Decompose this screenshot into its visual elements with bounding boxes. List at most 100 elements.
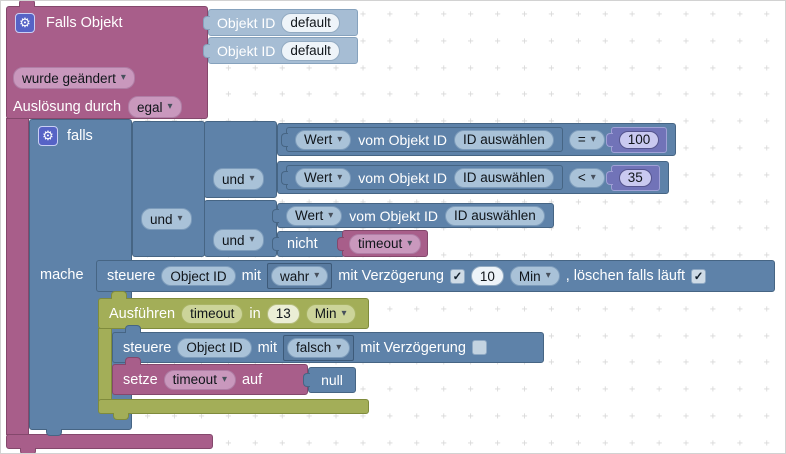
get-value-block-2[interactable]: Wert ▾ vom Objekt ID ID auswählen <box>281 165 563 190</box>
clear-running-label: , löschen falls läuft <box>565 268 686 284</box>
exec-name-field[interactable]: timeout <box>181 303 244 324</box>
object-id-field[interactable]: default <box>281 12 340 33</box>
connector-tab <box>272 208 279 223</box>
connector-tab <box>337 236 344 251</box>
value-type: Wert <box>295 208 324 223</box>
exec-block-header[interactable]: Ausführen timeout in 13 Min ▾ <box>98 291 369 329</box>
mutator-gear-icon[interactable]: ⚙ <box>38 126 58 146</box>
trigger-title: Falls Objekt <box>46 15 123 31</box>
value-socket: falsch ▾ <box>283 334 355 361</box>
and-block-outer[interactable]: und ▾ <box>132 121 205 257</box>
dropdown-arrow-icon: ▾ <box>221 373 227 385</box>
timeout-variable-block[interactable]: timeout ▾ <box>337 230 429 257</box>
and-block-2[interactable]: und ▾ <box>204 200 277 257</box>
dropdown-arrow-icon: ▾ <box>341 307 347 319</box>
number-field[interactable]: 35 <box>618 168 652 187</box>
exec-block-spine[interactable] <box>98 328 112 401</box>
compare-block-2[interactable]: Wert ▾ vom Objekt ID ID auswählen < ▾ 35 <box>277 161 669 194</box>
connector-tab <box>203 43 210 58</box>
control-block-false[interactable]: steuere Object ID mit falsch ▾ mit Verzö… <box>112 325 544 363</box>
check-icon: ✓ <box>452 271 463 283</box>
trigger-block-spine[interactable] <box>6 118 29 435</box>
trigger-block-bottom[interactable] <box>6 434 213 453</box>
delay-value-field[interactable]: 10 <box>470 266 504 286</box>
number-field[interactable]: 100 <box>618 130 660 149</box>
number-block[interactable]: 35 <box>605 164 660 191</box>
exec-delay-field[interactable]: 13 <box>266 303 300 324</box>
unit-dropdown[interactable]: Min ▾ <box>305 303 356 324</box>
object-id-label: Objekt ID <box>217 14 276 31</box>
variable-dropdown[interactable]: timeout ▾ <box>163 369 236 390</box>
and-operator-dropdown[interactable]: und ▾ <box>213 168 264 190</box>
value-type: Wert <box>304 170 333 185</box>
object-id-field[interactable]: Object ID <box>161 266 236 286</box>
connector-tab <box>272 237 279 251</box>
operator-dropdown[interactable]: < ▾ <box>568 167 605 188</box>
object-id-block-1[interactable]: Objekt ID default <box>203 9 358 36</box>
connector-tab <box>605 132 613 147</box>
trigger-by-value: egal <box>137 99 163 115</box>
change-mode-dropdown[interactable]: wurde geändert ▾ <box>13 67 135 89</box>
object-id-field[interactable]: default <box>281 40 340 61</box>
dropdown-arrow-icon: ▾ <box>120 72 126 83</box>
boolean-value: wahr <box>280 268 310 284</box>
boolean-dropdown[interactable]: falsch ▾ <box>287 337 351 358</box>
value-type: Wert <box>304 132 333 147</box>
and-operator-dropdown[interactable]: und ▾ <box>213 229 264 251</box>
change-mode-value: wurde geändert <box>22 70 116 86</box>
boolean-dropdown[interactable]: wahr ▾ <box>271 266 329 286</box>
not-block[interactable]: nicht <box>272 231 345 257</box>
object-id-picker[interactable]: ID auswählen <box>445 205 545 226</box>
exec-block-bottom[interactable] <box>98 399 369 420</box>
trigger-by-dropdown[interactable]: egal ▾ <box>128 96 182 118</box>
connector-tab <box>203 15 210 30</box>
delay-label: mit Verzögerung <box>360 339 466 356</box>
in-label: in <box>249 305 261 322</box>
value-type-dropdown[interactable]: Wert ▾ <box>286 205 343 226</box>
value-type-dropdown[interactable]: Wert ▾ <box>295 167 352 188</box>
and-operator-dropdown[interactable]: und ▾ <box>141 208 192 230</box>
operator: < <box>577 170 586 185</box>
dropdown-arrow-icon: ▾ <box>249 173 255 184</box>
to-label: auf <box>241 371 263 388</box>
of-object-label: vom Objekt ID <box>358 169 447 186</box>
gear-glyph: ⚙ <box>42 128 54 143</box>
set-variable-block[interactable]: setze timeout ▾ auf <box>112 357 308 395</box>
do-label: mache <box>40 267 84 283</box>
value-type-dropdown[interactable]: Wert ▾ <box>295 129 352 150</box>
get-value-block-3[interactable]: Wert ▾ vom Objekt ID ID auswählen <box>272 203 554 228</box>
variable-dropdown[interactable]: timeout ▾ <box>349 233 422 254</box>
control-block-true[interactable]: steuere Object ID mit wahr ▾ mit Verzöge… <box>96 260 775 292</box>
mutator-gear-icon[interactable]: ⚙ <box>15 13 35 33</box>
object-id-field[interactable]: Object ID <box>177 337 252 358</box>
dropdown-arrow-icon: ▾ <box>314 270 320 281</box>
object-id-picker[interactable]: ID auswählen <box>454 129 554 150</box>
variable-name: timeout <box>172 372 217 387</box>
connector-notch <box>125 325 141 333</box>
exec-verb: Ausführen <box>109 305 176 322</box>
dropdown-arrow-icon: ▾ <box>336 341 342 353</box>
get-value-block-1[interactable]: Wert ▾ vom Objekt ID ID auswählen <box>281 127 563 152</box>
object-id-picker[interactable]: ID auswählen <box>454 167 554 188</box>
delay-checkbox[interactable] <box>471 340 487 355</box>
compare-block-1[interactable]: Wert ▾ vom Objekt ID ID auswählen = ▾ 10… <box>277 123 677 156</box>
control-verb: steuere <box>107 268 156 284</box>
and-block-1[interactable]: und ▾ <box>204 121 277 198</box>
object-id-label: Objekt ID <box>217 42 276 59</box>
connector-tab <box>303 373 310 387</box>
variable-name: timeout <box>358 236 403 251</box>
connector-tab <box>605 170 613 185</box>
operator-dropdown[interactable]: = ▾ <box>568 129 605 150</box>
boolean-value: falsch <box>296 340 332 355</box>
trigger-block-falls-objekt[interactable]: ⚙ Falls Objekt wurde geändert ▾ Auslösun… <box>6 1 208 119</box>
null-block[interactable]: null <box>303 367 356 393</box>
number-block[interactable]: 100 <box>605 126 668 153</box>
value-socket: wahr ▾ <box>267 263 333 289</box>
connector-notch <box>125 357 141 365</box>
delay-checkbox[interactable]: ✓ <box>449 268 465 284</box>
unit-dropdown[interactable]: Min ▾ <box>509 266 560 286</box>
object-id-block-2[interactable]: Objekt ID default <box>203 37 358 64</box>
set-verb: setze <box>123 371 158 388</box>
clear-running-checkbox[interactable]: ✓ <box>691 268 707 284</box>
